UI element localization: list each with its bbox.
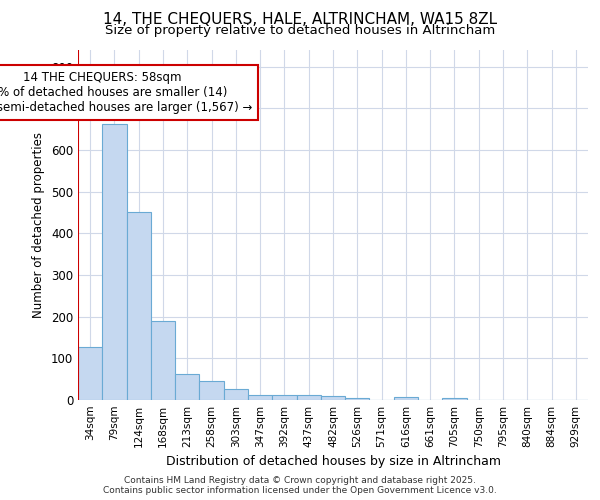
Bar	[78, 346, 102, 400]
Bar	[199, 381, 224, 400]
Bar	[127, 212, 151, 400]
Bar	[151, 321, 175, 400]
Bar	[224, 389, 248, 400]
Bar	[394, 397, 418, 400]
Text: Contains HM Land Registry data © Crown copyright and database right 2025.
Contai: Contains HM Land Registry data © Crown c…	[103, 476, 497, 495]
Text: 14 THE CHEQUERS: 58sqm
← 1% of detached houses are smaller (14)
99% of semi-deta: 14 THE CHEQUERS: 58sqm ← 1% of detached …	[0, 71, 253, 114]
Y-axis label: Number of detached properties: Number of detached properties	[32, 132, 46, 318]
Bar	[296, 396, 321, 400]
X-axis label: Distribution of detached houses by size in Altrincham: Distribution of detached houses by size …	[166, 456, 500, 468]
Bar	[272, 394, 296, 400]
Text: Size of property relative to detached houses in Altrincham: Size of property relative to detached ho…	[105, 24, 495, 37]
Bar	[442, 398, 467, 400]
Bar	[321, 396, 345, 400]
Bar	[175, 374, 199, 400]
Bar	[345, 398, 370, 400]
Text: 14, THE CHEQUERS, HALE, ALTRINCHAM, WA15 8ZL: 14, THE CHEQUERS, HALE, ALTRINCHAM, WA15…	[103, 12, 497, 28]
Bar	[248, 394, 272, 400]
Bar	[102, 124, 127, 400]
